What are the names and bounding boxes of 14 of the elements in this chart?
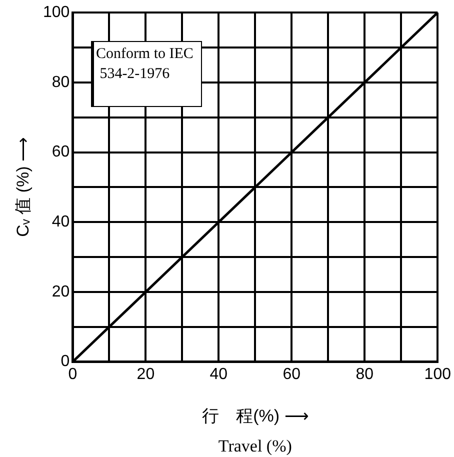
x-tick-label: 80	[356, 366, 374, 383]
x-tick-label: 100	[424, 366, 452, 383]
y-tick-label: 0	[60, 353, 70, 370]
x-tick-label: 60	[282, 366, 301, 383]
y-tick-label: 60	[52, 144, 70, 161]
y-tick-label: 80	[52, 74, 70, 91]
y-tick-label: 100	[42, 4, 70, 22]
x-axis-title: 行 程(%) ⟶ Travel (%)	[202, 406, 308, 456]
y-axis-title: Cᵥ 值 (%) ⟶	[14, 138, 33, 237]
y-tick-label: 20	[52, 283, 70, 300]
y-tick-label: 40	[52, 214, 70, 231]
text-box: Conform to IEC 534-2-1976	[90, 40, 202, 107]
x-tick-label: 20	[136, 366, 155, 383]
x-tick-label: 40	[210, 366, 228, 383]
